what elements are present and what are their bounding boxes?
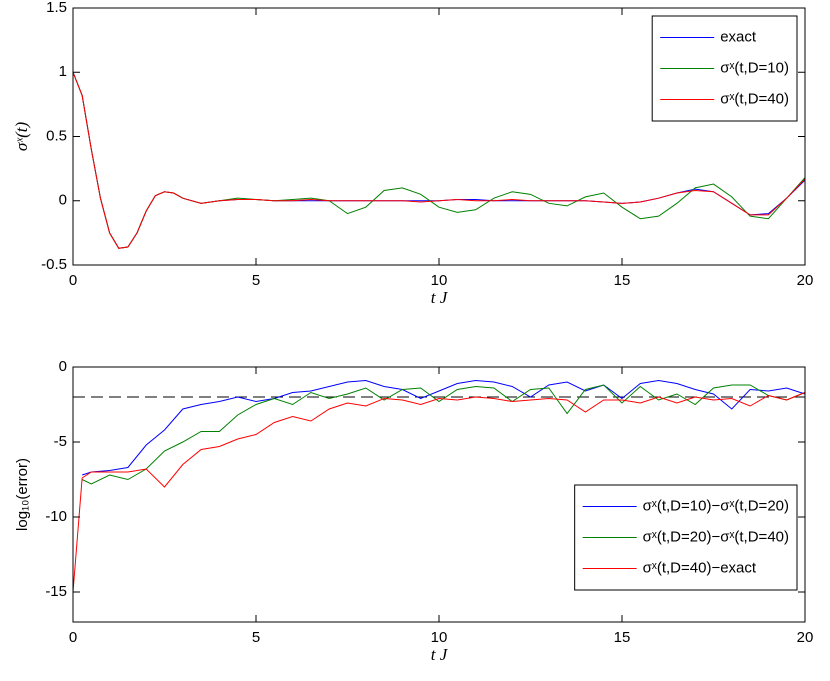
x-tick-label: 15 <box>614 272 631 289</box>
legend: exact σˣ(t,D=10) σˣ(t,D=40) <box>651 15 798 122</box>
y-tick-label: 0.5 <box>46 127 67 144</box>
y-tick-label: -0.5 <box>41 256 67 273</box>
y-axis-label: σˣ(t) <box>12 122 31 152</box>
series-line <box>81 384 806 485</box>
y-tick-label: -5 <box>54 433 67 450</box>
y-tick-label: -15 <box>45 583 67 600</box>
legend-label: σˣ(t,D=10) <box>720 59 789 76</box>
series-line <box>72 392 806 593</box>
series-line <box>72 72 806 249</box>
x-tick-label: 0 <box>69 629 77 646</box>
legend-label: σˣ(t,D=40) <box>720 90 789 107</box>
x-tick-label: 10 <box>431 629 448 646</box>
x-tick-label: 20 <box>797 629 814 646</box>
y-tick-label: 1.5 <box>46 0 67 16</box>
legend-box <box>651 15 798 122</box>
legend-label: σˣ(t,D=10)−σˣ(t,D=20) <box>643 497 789 514</box>
x-tick-label: 0 <box>69 272 77 289</box>
x-tick-label: 10 <box>431 272 448 289</box>
x-axis-label: t J <box>431 645 449 664</box>
x-tick-label: 15 <box>614 629 631 646</box>
x-tick-label: 5 <box>252 272 260 289</box>
x-axis-label: t J <box>431 288 449 307</box>
x-tick-label: 5 <box>252 629 260 646</box>
legend: σˣ(t,D=10)−σˣ(t,D=20) σˣ(t,D=20)−σˣ(t,D=4… <box>574 484 798 591</box>
x-tick-label: 20 <box>797 272 814 289</box>
y-axis-label: log₁₀(error) <box>14 458 31 531</box>
series-line <box>81 379 806 476</box>
y-tick-label: -10 <box>45 508 67 525</box>
legend-label: σˣ(t,D=20)−σˣ(t,D=40) <box>643 528 789 545</box>
y-tick-label: 0 <box>59 192 67 209</box>
legend-label: exact <box>720 28 757 45</box>
y-tick-label: 1 <box>59 63 67 80</box>
y-tick-label: 0 <box>59 358 67 375</box>
legend-label: σˣ(t,D=40)−exact <box>643 559 757 576</box>
